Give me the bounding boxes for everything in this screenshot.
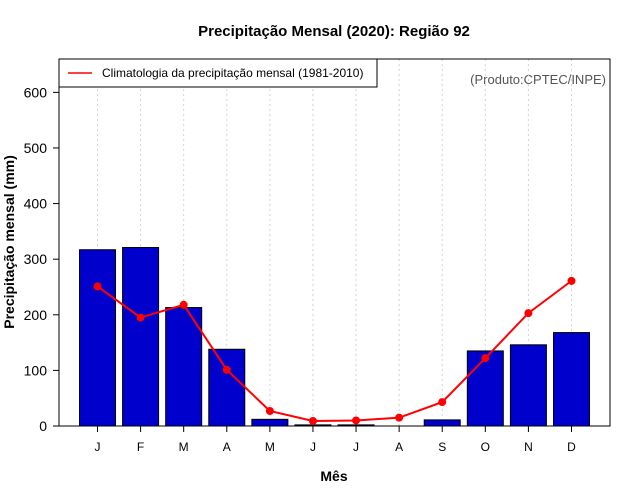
climatology-point (93, 282, 102, 291)
x-tick-label: F (137, 440, 144, 454)
climatology-point (481, 354, 490, 363)
y-axis: 0 100 200 300 400 500 600 (24, 84, 59, 434)
x-tick-label: J (95, 440, 101, 454)
bar (423, 419, 461, 427)
x-tick-label: N (524, 440, 533, 454)
x-tick-label: J (353, 440, 359, 454)
y-tick-label: 200 (24, 307, 48, 323)
bar (122, 247, 160, 427)
x-tick-label: D (567, 440, 576, 454)
x-tick-label: S (438, 440, 446, 454)
climatology-series (93, 276, 576, 425)
climatology-point (567, 276, 576, 285)
x-tick-label: A (223, 440, 231, 454)
bar (251, 418, 289, 427)
x-tick-label: A (395, 440, 403, 454)
y-tick-label: 100 (24, 362, 48, 378)
x-tick-label: J (310, 440, 316, 454)
y-tick-label: 600 (24, 84, 48, 100)
bar (165, 307, 203, 427)
climatology-line (96, 280, 573, 422)
y-axis-label: Precipitação mensal (mm) (1, 155, 17, 329)
x-tick-label: O (481, 440, 490, 454)
chart-title: Precipitação Mensal (2020): Região 92 (198, 23, 470, 40)
bar (553, 332, 590, 427)
x-tick-label: M (265, 440, 275, 454)
x-tick-label: M (179, 440, 189, 454)
legend-label: Climatologia da precipitação mensal (198… (102, 66, 363, 80)
y-tick-label: 300 (24, 251, 48, 267)
legend: Climatologia da precipitação mensal (198… (58, 58, 378, 88)
bar (509, 344, 547, 427)
x-axis-label: Mês (320, 468, 347, 484)
y-tick-label: 400 (24, 196, 48, 212)
bar (208, 348, 246, 427)
climatology-point (308, 416, 317, 425)
climatology-point (179, 300, 188, 309)
climatology-point (265, 406, 274, 415)
y-tick-label: 500 (24, 140, 48, 156)
climatology-point (438, 398, 447, 407)
bar-series (79, 247, 590, 427)
climatology-point (222, 365, 231, 374)
climatology-point (395, 413, 404, 422)
climatology-point (352, 416, 361, 425)
climatology-point (136, 313, 145, 322)
bar (466, 350, 504, 427)
y-tick-label: 0 (39, 418, 47, 434)
climatology-point (524, 309, 533, 318)
product-credit: (Produto:CPTEC/INPE) (470, 72, 606, 87)
bar (79, 249, 116, 427)
legend-box (58, 58, 378, 88)
